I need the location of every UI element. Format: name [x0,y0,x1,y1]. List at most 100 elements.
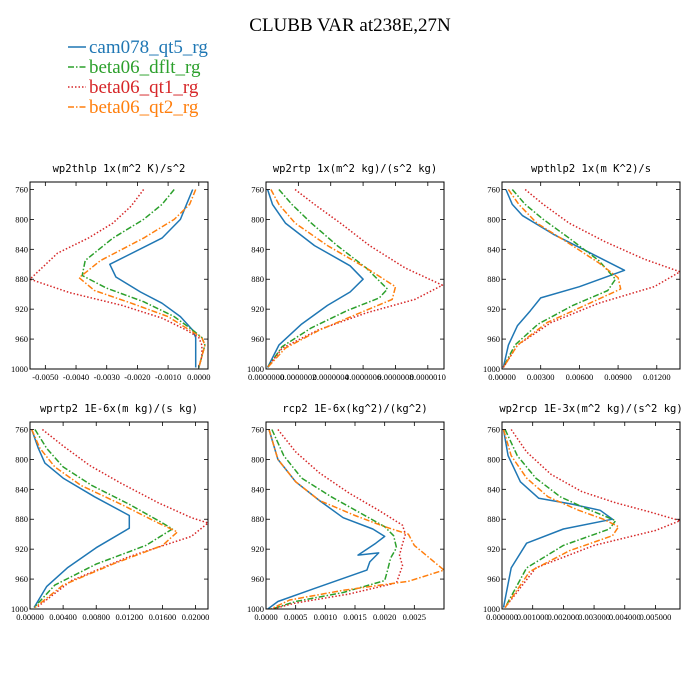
panel-title: rcp2 1E-6x(kg^2)/(kg^2) [282,403,427,415]
plot-frame [29,181,209,370]
series-line-cam078_qt5_rg [502,429,614,608]
x-tick-label: 0.0000000 [248,372,284,382]
y-tick-label: 880 [251,274,264,284]
y-tick-label: 960 [15,334,28,344]
x-tick-label: 0.00000 [488,372,516,382]
panel-title: wprtp2 1E-6x(m kg)/(s kg) [40,403,198,415]
y-tick-label: 800 [251,454,264,464]
series-line-beta06_dflt_rg [502,189,617,368]
panel-title: wp2rcp 1E-3x(m^2 kg)/(s^2 kg) [499,403,682,415]
main-title: CLUBB VAR at238E,27N [249,15,451,36]
series-line-beta06_dflt_rg [504,429,617,608]
x-tick-label: 0.0020 [373,612,396,622]
x-tick-label: 0.0000006 [345,372,381,382]
y-tick-label: 1000 [247,604,264,614]
y-tick-label: 960 [251,334,264,344]
y-tick-label: 920 [487,544,500,554]
y-tick-label: 920 [487,304,500,314]
x-tick-label: 0.00000 [16,612,44,622]
series-line-cam078_qt5_rg [266,189,364,368]
y-tick-label: 920 [15,544,28,554]
x-tick-label: -0.0040 [63,372,89,382]
chart-panel: wpthlp2 1x(m K^2)/s 760 800 840 880 920 960 100… [483,163,681,382]
series-line-beta06_qt1_rg [504,429,680,608]
series-line-beta06_dflt_rg [33,429,174,609]
y-tick-label: 1000 [483,364,500,374]
x-tick-label: 0.01200 [116,612,144,622]
series-line-beta06_qt1_rg [267,188,444,368]
chart-panel: wp2thlp 1x(m^2 K)/s^2 760 800 840 880 920 960 1… [11,163,210,382]
series-line-beta06_qt2_rg [31,429,179,609]
y-tick-label: 1000 [11,604,28,614]
series-line-beta06_qt1_rg [271,429,407,609]
series-line-beta06_qt2_rg [268,429,444,609]
y-tick-label: 760 [15,424,28,434]
x-tick-label: -0.0030 [94,372,120,382]
y-tick-label: 760 [251,424,264,434]
legend-entry: beta06_dflt_rg [89,57,201,78]
x-tick-label: 0.004000 [609,612,641,622]
x-tick-label: 0.00300 [527,372,555,382]
chart-panel: rcp2 1E-6x(kg^2)/(kg^2) 760 800 840 880 920 96… [247,403,445,622]
y-tick-label: 800 [487,214,500,224]
y-tick-label: 840 [15,244,28,254]
x-tick-label: 0.02000 [182,612,210,622]
x-tick-label: 0.0000 [254,612,277,622]
y-tick-label: 960 [15,574,28,584]
y-tick-label: 1000 [483,604,500,614]
x-tick-label: 0.001000 [517,612,549,622]
x-tick-label: -0.0020 [124,372,150,382]
y-tick-label: 960 [487,574,500,584]
y-tick-label: 920 [251,304,264,314]
y-tick-label: 800 [487,454,500,464]
chart-panel: wp2rtp 1x(m^2 kg)/(s^2 kg) 760 800 840 880 92… [247,163,446,382]
y-tick-label: 880 [487,274,500,284]
plot-frame [501,181,681,370]
y-tick-label: 840 [15,484,28,494]
x-tick-label: 0.002000 [547,612,579,622]
x-tick-label: 0.0015 [343,612,366,622]
series-line-beta06_qt2_rg [502,429,620,608]
y-tick-label: 760 [251,184,264,194]
y-tick-label: 960 [487,334,500,344]
y-tick-label: 800 [251,214,264,224]
legend-entry: beta06_qt1_rg [89,77,199,98]
x-tick-label: 0.000000 [486,612,518,622]
x-tick-label: 0.003000 [578,612,610,622]
y-tick-label: 800 [15,454,28,464]
y-tick-label: 840 [487,244,500,254]
chart-panel: wprtp2 1E-6x(m kg)/(s kg) 760 800 840 880 920… [11,403,209,622]
y-tick-label: 880 [251,514,264,524]
x-tick-label: 0.00600 [566,372,594,382]
y-tick-label: 760 [487,424,500,434]
y-tick-label: 760 [487,184,500,194]
x-tick-label: 0.00400 [49,612,77,622]
series-line-beta06_qt2_rg [78,189,206,368]
x-tick-label: 0.0005 [284,612,307,622]
series-line-beta06_dflt_rg [271,429,398,609]
y-tick-label: 840 [251,484,264,494]
panel-title: wpthlp2 1x(m K^2)/s [531,163,651,175]
series-line-beta06_qt2_rg [267,189,397,369]
y-tick-label: 880 [15,274,28,284]
legend-entry: beta06_qt2_rg [89,97,199,118]
series-line-beta06_qt2_rg [502,189,622,368]
x-tick-label: 0.0010 [314,612,337,622]
x-tick-label: -0.0050 [32,372,58,382]
y-tick-label: 800 [15,214,28,224]
x-tick-label: 0.00800 [82,612,110,622]
x-tick-label: 0.00900 [604,372,632,382]
legend: cam078_qt5_rgbeta06_dflt_rgbeta06_qt1_rg… [68,37,208,118]
series-line-beta06_qt1_rg [502,188,680,368]
series-line-beta06_qt1_rg [30,189,203,368]
y-tick-label: 760 [15,184,28,194]
y-tick-label: 840 [251,244,264,254]
plot-frame [29,421,209,610]
x-tick-label: 0.0000004 [313,372,350,382]
x-tick-label: 0.01600 [149,612,177,622]
y-tick-label: 960 [251,574,264,584]
panels: wp2thlp 1x(m^2 K)/s^2 760 800 840 880 920 960 1… [11,163,683,622]
x-tick-label: 0.005000 [640,612,672,622]
series-line-beta06_dflt_rg [81,189,206,368]
